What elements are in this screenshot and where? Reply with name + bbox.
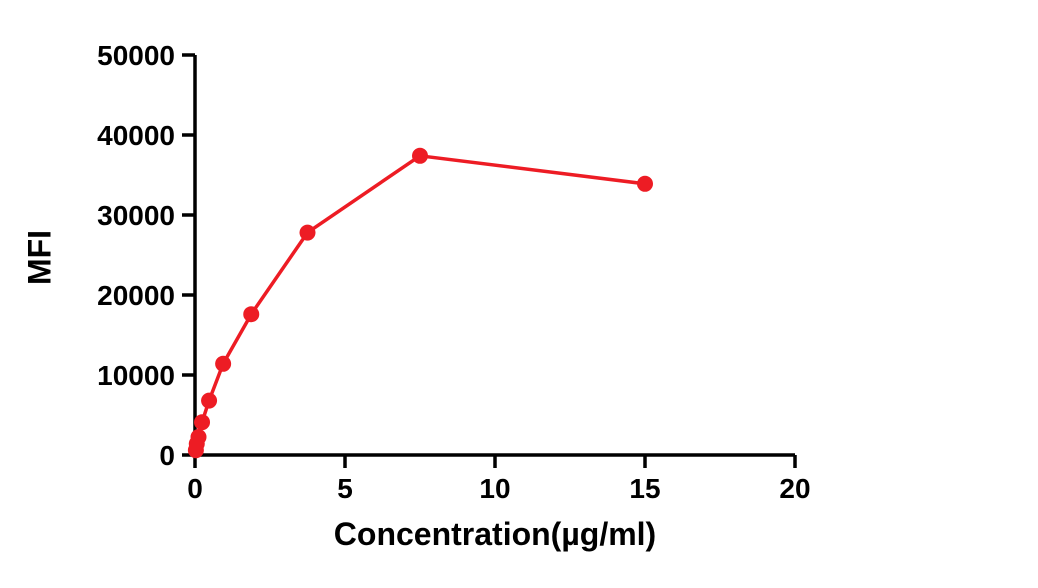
data-point-marker bbox=[201, 392, 218, 409]
x-tick-label: 15 bbox=[629, 473, 660, 504]
data-point-marker bbox=[194, 414, 211, 431]
y-axis-title: MFI bbox=[21, 229, 58, 286]
x-tick-label: 10 bbox=[479, 473, 510, 504]
x-tick-label: 0 bbox=[187, 473, 203, 504]
y-tick-label: 50000 bbox=[97, 40, 175, 71]
y-tick-label: 40000 bbox=[97, 120, 175, 151]
data-point-marker bbox=[215, 355, 232, 372]
y-tick-label: 10000 bbox=[97, 360, 175, 391]
y-tick-label: 30000 bbox=[97, 200, 175, 231]
x-tick-label: 5 bbox=[337, 473, 353, 504]
data-point-marker bbox=[299, 224, 316, 241]
y-tick-label: 0 bbox=[159, 440, 175, 471]
data-point-marker bbox=[190, 429, 207, 445]
data-point-marker bbox=[243, 306, 260, 323]
data-point-marker bbox=[637, 175, 653, 192]
data-point-marker bbox=[412, 147, 428, 164]
x-axis-title: Concentration(µg/ml) bbox=[333, 516, 657, 552]
y-tick-label: 20000 bbox=[97, 280, 175, 311]
data-series-line bbox=[194, 154, 646, 451]
x-tick-label: 20 bbox=[779, 473, 810, 504]
